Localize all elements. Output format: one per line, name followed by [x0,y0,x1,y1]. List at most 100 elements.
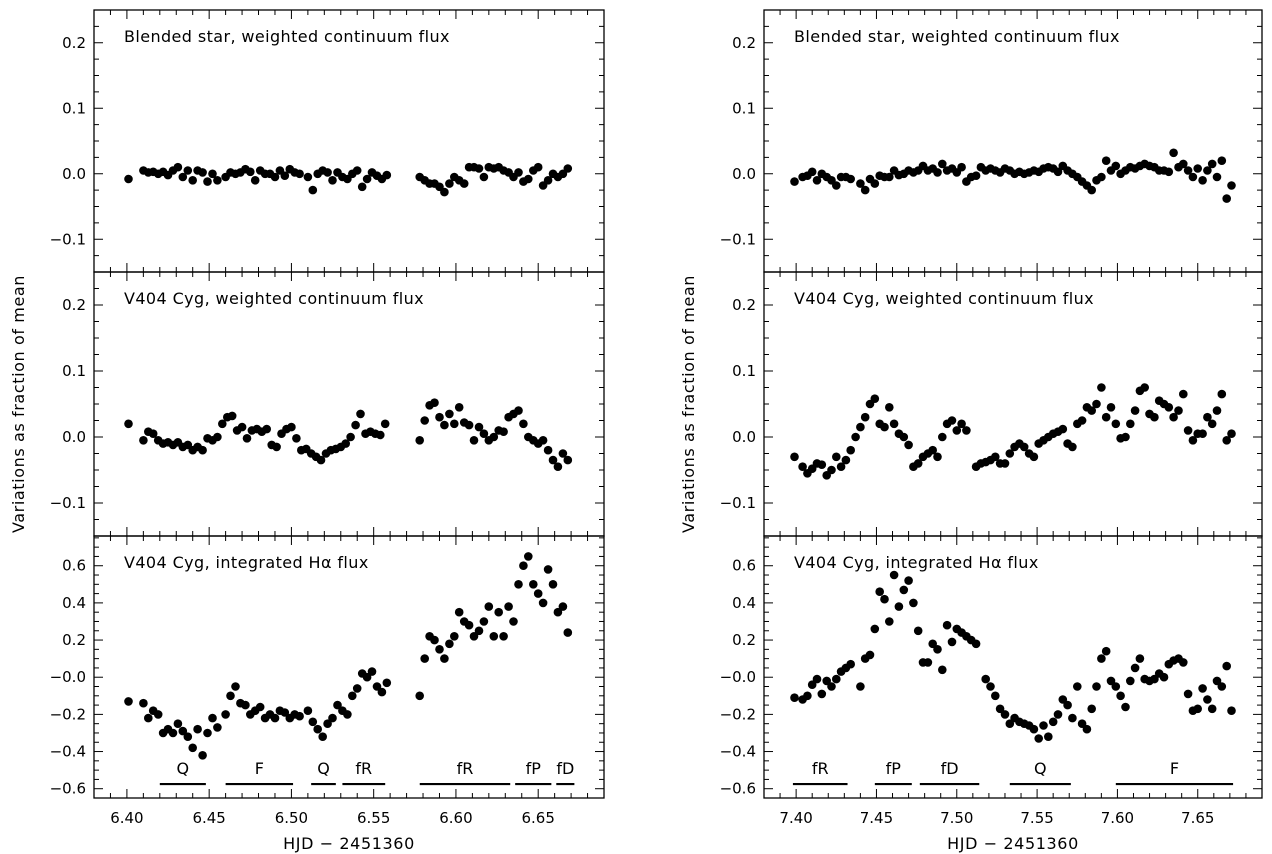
y-tick-label: 0.2 [62,631,86,649]
data-point [1193,704,1202,714]
data-point [1126,676,1135,686]
data-point [303,172,313,182]
data-point [1207,419,1217,429]
data-point [832,674,841,684]
data-point [323,719,332,728]
data-point [1034,734,1043,743]
data-point [430,398,439,408]
data-point [445,179,454,188]
data-point [188,743,197,753]
data-point [1092,682,1101,691]
data-point [440,420,449,430]
y-tick-label: 0.1 [62,99,86,117]
data-point [1198,429,1207,439]
data-point [514,580,523,589]
data-point [153,710,163,719]
data-point [991,452,1000,462]
data-point [343,710,352,719]
panel-title: V404 Cyg, integrated Hα flux [794,553,1039,572]
data-point [367,667,377,676]
data-point [270,713,280,723]
data-point [827,682,836,691]
data-point [885,403,894,412]
panel-frame [763,271,1263,537]
data-point [798,462,807,472]
data-point [846,659,855,669]
data-point [913,626,923,636]
data-point [865,650,875,660]
x-tick-label: 7.65 [1181,809,1214,827]
data-point [1212,172,1222,182]
data-point [445,639,454,649]
data-point [231,682,240,691]
data-point [440,654,449,663]
data-point [548,580,558,589]
data-point [938,665,947,675]
y-tick-label: 0.1 [732,362,756,380]
data-point [213,176,222,185]
x-tick-label: 7.50 [940,809,973,827]
panel-title: Blended star, weighted continuum flux [794,27,1120,46]
data-point [1193,164,1202,173]
x-axis-label: HJD − 2451360 [283,834,415,853]
data-point [415,691,425,701]
y-tick-label: 0.0 [62,428,86,446]
data-point [450,419,459,429]
phase-segment-label: fR [812,759,829,778]
data-point [543,565,553,574]
data-point [1000,710,1010,719]
data-point [376,430,385,440]
data-point [382,678,392,688]
data-point [208,169,217,179]
data-point [303,706,313,715]
data-point [1179,658,1188,667]
data-point [213,723,222,732]
data-point [420,416,430,425]
data-point [479,617,489,626]
data-point [533,162,543,172]
data-point [479,429,489,439]
data-point [904,576,913,585]
right-column-chart: −0.1 0.0 0.1 0.2 Blended star, weighted cont… [679,9,1263,853]
data-point [923,658,933,667]
data-point [1188,436,1198,445]
data-point [885,617,894,626]
data-point [124,697,133,706]
data-point [962,426,971,435]
data-point [1159,672,1169,682]
data-point [415,436,425,445]
data-point [474,164,484,173]
data-point [933,168,942,177]
data-point [904,440,913,450]
data-point [242,434,252,443]
data-point [362,174,372,184]
phase-segment-label: fD [556,759,574,778]
data-point [519,419,528,429]
data-point [1150,412,1159,422]
data-point [246,167,255,177]
data-point [1077,416,1087,425]
data-point [178,172,188,182]
data-point [1039,721,1048,730]
data-point [1212,406,1222,415]
data-point [947,416,957,425]
data-point [1222,194,1231,203]
y-tick-label: −0.0 [50,668,86,686]
data-point [563,628,573,637]
data-point [957,419,966,429]
data-point [1203,695,1212,704]
data-point [499,427,508,437]
data-point [280,171,290,180]
data-point [1227,429,1236,439]
data-point [1044,732,1053,741]
data-point [899,585,909,595]
y-tick-label: 0.6 [732,557,756,575]
data-point [445,409,454,419]
data-point [553,607,563,617]
y-tick-label: −0.1 [720,494,756,512]
data-point [139,698,148,708]
x-tick-label: 6.55 [357,809,390,827]
data-point [250,176,260,185]
x-tick-label: 6.45 [192,809,225,827]
data-point [1135,654,1145,663]
